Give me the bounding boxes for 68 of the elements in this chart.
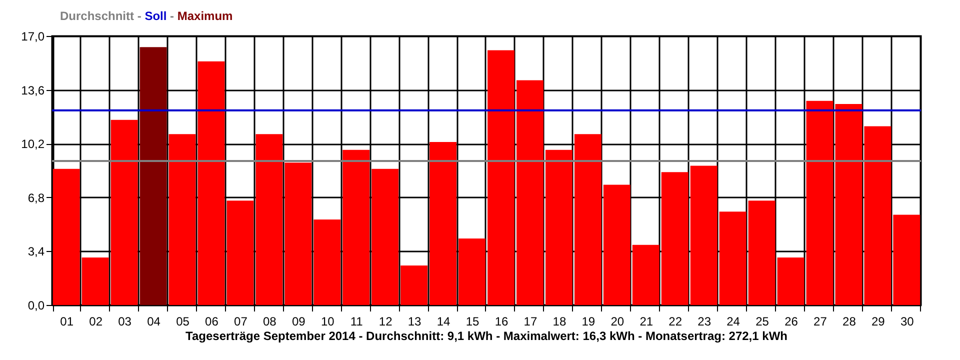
x-tick-label: 09 <box>292 314 306 328</box>
bar <box>864 126 892 305</box>
y-tick-label: 10,2 <box>21 137 45 152</box>
bar <box>719 212 746 305</box>
x-tick-label: 11 <box>350 314 364 328</box>
bar <box>168 134 196 305</box>
x-tick-label: 15 <box>466 314 480 328</box>
text: Durchschnitt - Soll - Maximum <box>60 9 233 23</box>
bar <box>748 200 776 305</box>
x-tick-label: 12 <box>378 314 393 328</box>
bar <box>342 150 370 305</box>
x-tick-label: 06 <box>205 314 219 328</box>
bar <box>835 104 862 305</box>
y-tick-label: 6,8 <box>28 190 45 205</box>
bar <box>893 214 920 305</box>
bar <box>110 120 138 305</box>
text: Tageserträge September 2014 - Durchschnitt: 9,1 kWh - Maximalwert: 16,3 kWh - Monatsertrag: 272,1 kWh <box>186 329 788 343</box>
bar <box>372 168 399 305</box>
x-tick-label: 17 <box>524 314 538 328</box>
bar <box>458 238 486 305</box>
x-tick-label: 13 <box>408 314 422 328</box>
x-tick-label: 10 <box>320 314 335 328</box>
bar <box>140 47 167 305</box>
bar <box>632 244 660 305</box>
x-tick-label: 18 <box>552 314 566 328</box>
x-tick-label: 02 <box>89 314 103 328</box>
bar <box>284 162 312 305</box>
bar <box>545 150 572 305</box>
bar <box>256 134 283 305</box>
x-tick-label: 24 <box>726 314 740 328</box>
x-tick-label: 16 <box>494 314 508 328</box>
x-tick-label: 08 <box>263 314 277 328</box>
y-tick-label: 3,4 <box>28 244 45 259</box>
bar <box>52 168 80 305</box>
bar <box>226 200 254 305</box>
x-tick-label: 23 <box>698 314 712 328</box>
bar <box>314 220 341 305</box>
x-tick-label: 28 <box>842 314 856 328</box>
bar <box>82 258 109 305</box>
y-tick-label: 17,0 <box>21 30 45 44</box>
x-tick-label: 30 <box>900 314 914 328</box>
x-tick-label: 04 <box>147 314 161 328</box>
y-tick-label: 13,6 <box>21 83 45 98</box>
y-tick-label: 0,0 <box>28 298 45 312</box>
x-tick-label: 22 <box>668 314 682 328</box>
bar <box>806 100 834 305</box>
bar <box>516 80 544 305</box>
bar <box>488 50 514 305</box>
x-tick-label: 14 <box>436 314 451 328</box>
x-tick-label: 19 <box>582 314 596 328</box>
bar <box>690 166 718 305</box>
x-tick-label: 25 <box>756 314 770 328</box>
bar <box>574 134 602 305</box>
x-tick-label: 07 <box>234 314 248 328</box>
x-tick-label: 29 <box>872 314 886 328</box>
x-tick-label: 03 <box>118 314 132 328</box>
bar <box>603 184 630 305</box>
x-tick-label: 21 <box>640 314 654 328</box>
bar <box>430 142 457 305</box>
x-tick-label: 01 <box>60 314 74 328</box>
bar <box>661 172 688 305</box>
bar <box>198 61 225 305</box>
x-tick-label: 26 <box>784 314 798 328</box>
x-tick-label: 20 <box>610 314 624 328</box>
bar <box>777 258 804 305</box>
bar <box>400 265 428 305</box>
x-tick-label: 27 <box>814 314 828 328</box>
x-tick-label: 05 <box>176 314 190 328</box>
